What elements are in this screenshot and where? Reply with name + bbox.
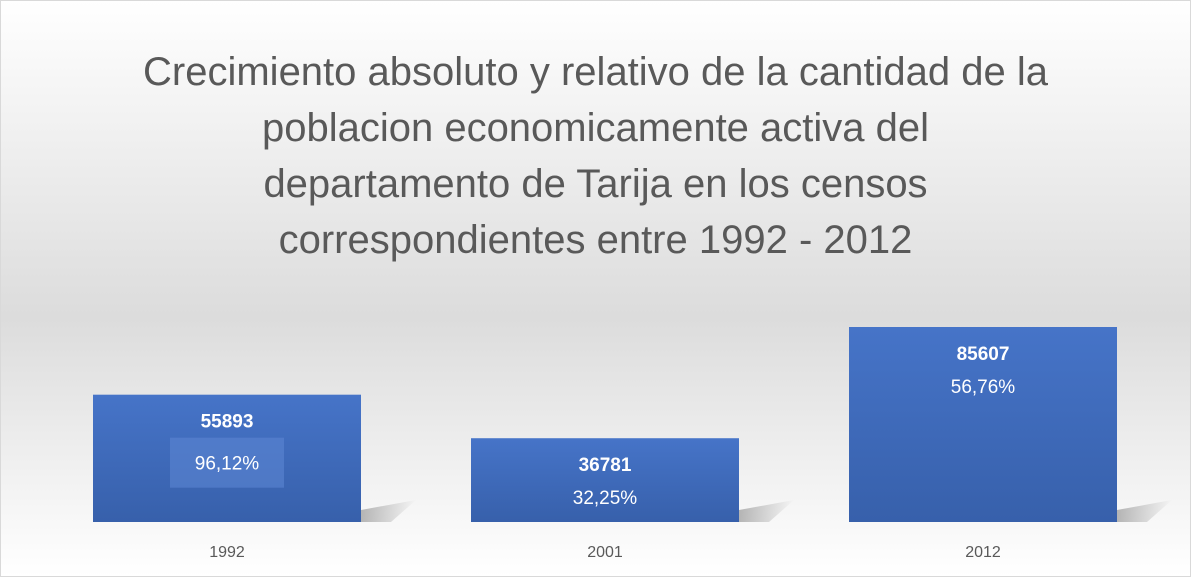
x-tick-label: 2012: [965, 544, 1001, 561]
bar-shadow: [1117, 500, 1172, 522]
data-label: 55893: [201, 412, 254, 433]
percent-label: 32,25%: [573, 488, 638, 509]
bar-shadow: [739, 500, 794, 522]
percent-label: 96,12%: [195, 454, 260, 475]
bar-shadow: [361, 500, 416, 522]
data-label: 85607: [957, 344, 1010, 365]
bar: [849, 327, 1117, 522]
x-tick-label: 1992: [209, 544, 245, 561]
x-tick-label: 2001: [587, 544, 623, 561]
label-box: [170, 437, 284, 488]
percent-label: 56,76%: [951, 377, 1016, 398]
data-label: 36781: [579, 455, 632, 476]
bar: [471, 438, 739, 522]
chart-title: Crecimiento absoluto y relativo de la ca…: [143, 50, 1048, 262]
